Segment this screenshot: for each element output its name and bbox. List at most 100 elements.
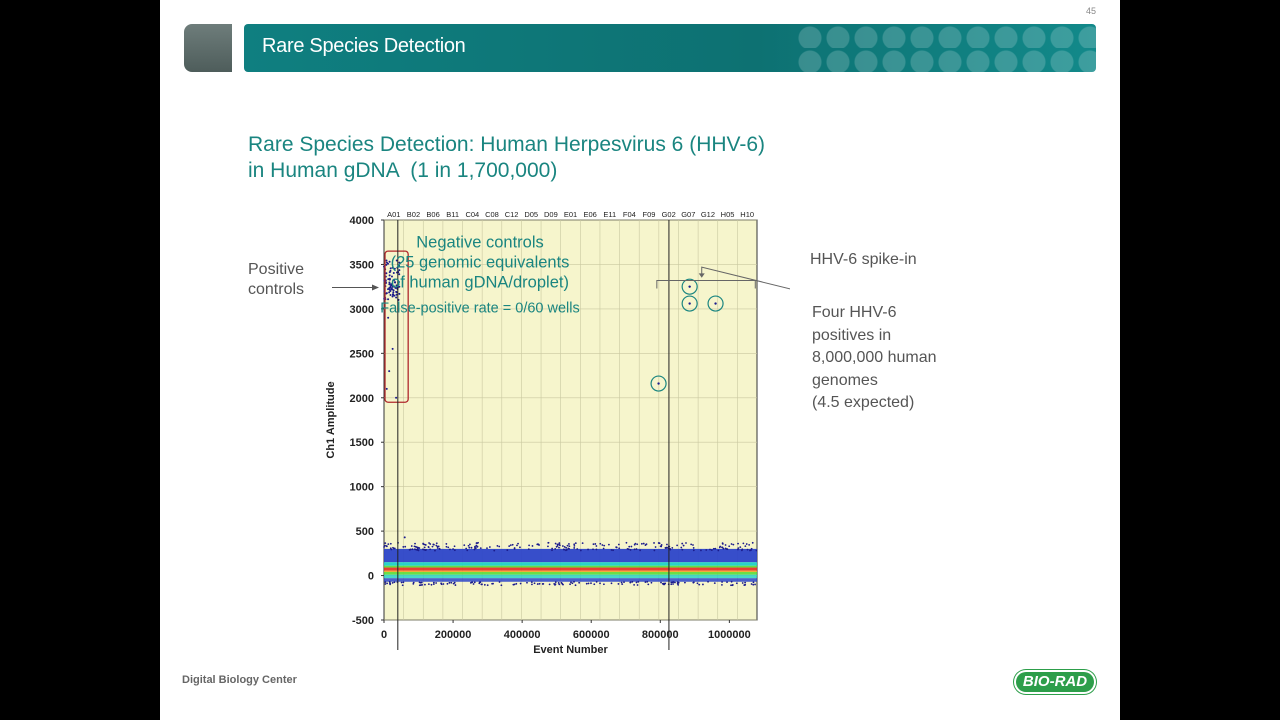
negative-droplet xyxy=(496,544,499,547)
negative-droplet xyxy=(650,581,653,584)
negative-droplet xyxy=(713,582,716,585)
negative-droplet xyxy=(599,582,601,585)
negative-droplet xyxy=(601,544,604,546)
negative-droplet xyxy=(617,543,620,546)
negative-droplet xyxy=(739,546,742,549)
negative-droplet xyxy=(672,581,675,583)
negative-droplet xyxy=(692,544,694,546)
negative-droplet xyxy=(421,583,424,586)
title-bar-pattern xyxy=(796,24,1096,72)
positive-control-droplet xyxy=(387,262,390,265)
hhv6-positive-droplet xyxy=(688,302,691,305)
negative-droplet xyxy=(431,545,434,548)
negative-droplet xyxy=(527,548,530,551)
well-label: G12 xyxy=(701,210,715,219)
negative-droplet xyxy=(684,581,686,584)
spike-in-bracket xyxy=(656,279,756,289)
negative-droplet xyxy=(743,584,746,586)
hhv6-positive-droplet xyxy=(714,302,717,305)
highlight-circle xyxy=(650,375,667,392)
negative-droplet xyxy=(594,543,597,545)
negative-droplet xyxy=(477,541,479,544)
y-tick-label: -500 xyxy=(352,615,374,627)
negative-droplet xyxy=(556,544,559,547)
negative-droplet xyxy=(453,545,456,548)
well-label: H10 xyxy=(740,210,754,219)
negative-droplet xyxy=(644,581,647,583)
positive-control-droplet xyxy=(398,292,401,295)
negative-droplet xyxy=(579,549,582,552)
slide-title: Rare Species Detection xyxy=(262,35,466,57)
negative-droplet xyxy=(471,581,474,584)
negative-droplet xyxy=(558,544,561,547)
negative-droplet xyxy=(587,582,590,585)
negative-droplet xyxy=(445,543,448,545)
x-tick-label: 800000 xyxy=(642,629,679,641)
slide: 45 Rare Species Detection Rare Species D… xyxy=(160,0,1120,720)
negative-controls-detail: of human gDNA/droplet) xyxy=(391,274,569,292)
negative-droplet xyxy=(724,544,727,546)
negative-droplet xyxy=(666,543,668,546)
negative-droplet xyxy=(438,548,441,551)
negative-droplet xyxy=(593,583,596,586)
negative-droplet xyxy=(432,581,435,584)
spike-in-arrowhead xyxy=(698,273,705,278)
negative-droplet xyxy=(665,547,667,550)
negative-droplet xyxy=(447,546,450,549)
negative-droplet xyxy=(515,582,518,585)
negative-droplet xyxy=(554,581,557,584)
negative-droplet xyxy=(473,548,476,551)
x-tick-label: 0 xyxy=(381,629,387,641)
positive-control-droplet xyxy=(398,273,401,276)
positive-control-droplet xyxy=(390,275,393,278)
negative-droplet xyxy=(568,543,570,545)
negative-droplet xyxy=(719,545,722,548)
negative-droplet xyxy=(427,583,430,586)
negative-droplet xyxy=(417,549,420,552)
negative-droplet xyxy=(388,580,391,583)
hhv6-positive-droplet xyxy=(688,285,691,288)
negative-droplet xyxy=(646,580,649,583)
negative-droplet xyxy=(749,549,751,552)
negative-droplet xyxy=(562,548,565,551)
negative-droplet xyxy=(533,582,536,585)
negative-droplet xyxy=(635,581,638,584)
positive-control-droplet xyxy=(397,281,400,284)
positive-control-droplet xyxy=(394,286,397,289)
negative-droplet xyxy=(750,583,753,585)
positive-control-droplet xyxy=(388,288,391,291)
negative-droplet xyxy=(384,581,387,584)
negative-droplet xyxy=(742,542,745,545)
positive-control-droplet xyxy=(391,266,394,269)
well-label: F04 xyxy=(623,210,636,219)
negative-droplet xyxy=(571,582,574,585)
negative-droplet xyxy=(653,542,655,544)
negative-droplet xyxy=(416,547,419,550)
y-tick-label: 1500 xyxy=(350,437,374,449)
negative-droplet xyxy=(677,583,680,586)
negative-droplet xyxy=(574,584,577,587)
negative-droplet xyxy=(517,542,519,545)
negative-droplet xyxy=(595,580,598,583)
negative-droplet xyxy=(660,545,663,548)
negative-droplet xyxy=(712,547,715,550)
negative-droplet xyxy=(587,548,589,551)
negative-droplet xyxy=(741,582,744,584)
negative-droplet xyxy=(391,581,394,584)
negative-droplet xyxy=(468,546,471,549)
negative-droplet xyxy=(592,543,595,546)
negative-droplet xyxy=(547,545,549,548)
negative-droplet xyxy=(404,545,407,548)
negative-droplet xyxy=(672,583,674,585)
negative-droplet xyxy=(531,583,533,586)
negative-droplet xyxy=(603,583,605,586)
negative-band xyxy=(384,562,757,566)
negative-droplet xyxy=(511,543,514,546)
negative-droplet xyxy=(570,581,572,584)
y-tick-label: 2000 xyxy=(350,393,374,405)
negative-droplet xyxy=(479,581,482,584)
negative-droplet xyxy=(519,546,521,549)
positive-control-droplet xyxy=(392,279,395,282)
negative-droplet xyxy=(660,581,662,584)
negative-droplet xyxy=(681,548,684,551)
